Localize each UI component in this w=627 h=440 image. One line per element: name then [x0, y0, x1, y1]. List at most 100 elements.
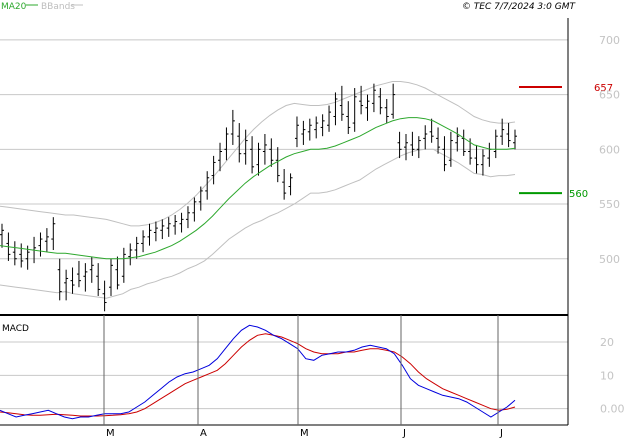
price-bar: [19, 243, 24, 268]
price-bar: [128, 243, 133, 266]
price-bar: [96, 263, 101, 296]
price-bar: [134, 236, 139, 259]
price-bar: [352, 88, 357, 132]
price-bar: [448, 131, 453, 167]
resistance-label: 657: [594, 83, 613, 94]
price-grid: [0, 39, 568, 260]
bollinger-bands: [0, 81, 516, 299]
price-tick-label: 650: [599, 89, 620, 102]
price-bar: [243, 129, 248, 165]
macd-panel-title: MACD: [2, 324, 29, 334]
price-bar: [416, 136, 421, 159]
price-bar: [359, 85, 364, 115]
price-bar: [115, 256, 120, 290]
price-bar: [198, 186, 203, 211]
price-bar: [275, 147, 280, 183]
time-tick-label: A: [200, 428, 207, 439]
price-bar: [455, 127, 460, 152]
price-bar: [166, 217, 171, 237]
macd-grid: [0, 341, 568, 410]
price-bar: [211, 155, 216, 185]
price-bar: [442, 136, 447, 172]
price-bar: [371, 83, 376, 113]
price-bar: [397, 131, 402, 159]
price-bar: [346, 101, 351, 134]
price-bar: [224, 127, 229, 161]
price-bar: [70, 267, 75, 294]
price-bar: [83, 263, 88, 292]
copyright-text: © TEC 7/7/2024 3:0 GMT: [462, 2, 577, 12]
price-bar: [314, 116, 319, 139]
price-bar: [282, 169, 287, 200]
price-bar: [423, 125, 428, 150]
price-bar: [230, 109, 235, 145]
bband-upper-line: [0, 81, 516, 227]
bband-lower-line: [0, 148, 516, 299]
price-bar: [307, 118, 312, 141]
time-tick-label: J: [499, 428, 503, 439]
macd-line: [0, 324, 516, 420]
price-bar: [179, 212, 184, 233]
macd-tick-label: 0.00: [600, 403, 625, 416]
macd-axis-ticks: 0.00 10 20: [600, 336, 625, 416]
price-axis-ticks: 500 550 600 650 700: [599, 34, 620, 266]
price-bar: [403, 134, 408, 161]
price-bar: [461, 129, 466, 156]
time-tick-label: J: [402, 428, 406, 439]
price-bar: [384, 98, 389, 124]
price-bar: [51, 217, 56, 250]
macd-signal-line: [0, 333, 516, 417]
price-bar: [57, 258, 62, 301]
price-bar: [89, 256, 94, 283]
price-bar: [250, 136, 255, 174]
macd-tick-label: 10: [600, 369, 614, 382]
price-bar: [76, 260, 81, 288]
price-bar: [141, 230, 146, 253]
price-tick-label: 550: [599, 198, 620, 211]
legend-bbands: BBands: [41, 2, 75, 12]
price-bar: [153, 221, 158, 242]
price-bar: [121, 247, 126, 283]
price-bar: [64, 269, 69, 301]
price-bar: [262, 134, 267, 165]
price-bar: [493, 129, 498, 159]
price-bar: [378, 88, 383, 115]
price-bar: [38, 232, 43, 257]
price-bar: [256, 142, 261, 176]
price-bar: [173, 214, 178, 235]
support-label: 560: [569, 189, 588, 200]
price-bar: [327, 105, 332, 132]
price-bar: [102, 280, 107, 312]
time-tick-label: M: [300, 428, 309, 439]
price-bar: [0, 223, 4, 248]
price-bar: [294, 116, 299, 148]
price-bar: [288, 173, 293, 196]
price-bar: [436, 127, 441, 154]
ma20-line: [0, 117, 516, 260]
price-bar: [237, 123, 242, 163]
price-bar: [12, 241, 17, 266]
price-bar: [218, 142, 223, 172]
price-bar: [480, 149, 485, 176]
price-bar: [109, 258, 114, 296]
price-bar: [44, 228, 49, 253]
price-bar: [160, 219, 165, 240]
price-bar: [513, 129, 517, 150]
price-tick-label: 500: [599, 253, 620, 266]
price-bar: [500, 118, 505, 145]
macd-tick-label: 20: [600, 336, 614, 349]
legend-ma20: MA20: [1, 2, 27, 12]
price-bar: [333, 92, 338, 126]
price-bar: [185, 206, 190, 229]
price-bar: [391, 83, 396, 119]
price-bar: [410, 131, 415, 156]
ma20-series: [0, 117, 516, 260]
price-tick-label: 700: [599, 34, 620, 47]
price-bar: [301, 120, 306, 145]
price-bar: [192, 197, 197, 222]
price-bar: [339, 85, 344, 121]
price-bar: [205, 171, 210, 200]
